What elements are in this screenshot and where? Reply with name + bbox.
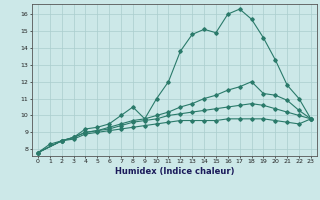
X-axis label: Humidex (Indice chaleur): Humidex (Indice chaleur): [115, 167, 234, 176]
